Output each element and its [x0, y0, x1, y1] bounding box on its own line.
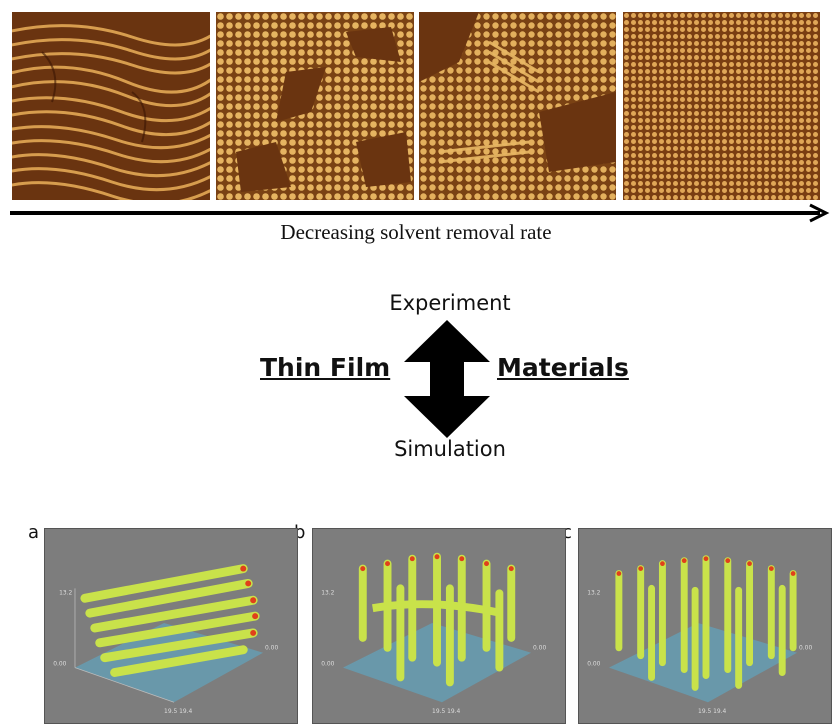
afm-image-3 — [419, 12, 616, 200]
panel-b-letter: b — [294, 522, 306, 543]
simulation-panel-a: 13.2 0.00 0.00 19.5 19.4 — [44, 528, 298, 724]
panel-a-origin-tick: 0.00 — [53, 661, 66, 668]
panel-c-x-tick: 19.5 19.4 — [698, 708, 726, 715]
simulation-panel-b: 13.2 0.00 0.00 19.5 19.4 — [312, 528, 566, 724]
panel-b-y-tick: 0.00 — [533, 645, 546, 652]
panel-c-y-tick: 0.00 — [799, 645, 812, 652]
experiment-label: Experiment — [389, 291, 511, 315]
materials-label: Materials — [497, 353, 629, 382]
panel-b-origin-tick: 0.00 — [321, 661, 334, 668]
simulation-panel-c: 13.2 0.00 0.00 19.5 19.4 — [578, 528, 832, 724]
panel-c-origin-tick: 0.00 — [587, 661, 600, 668]
panel-c-z-tick: 13.2 — [587, 589, 600, 596]
panel-a-letter: a — [28, 522, 40, 543]
afm-image-2 — [216, 12, 414, 200]
panel-a-z-tick: 13.2 — [59, 589, 72, 596]
panel-b-x-tick: 19.5 19.4 — [432, 708, 460, 715]
rate-arrow — [10, 203, 830, 223]
panel-a-y-tick: 0.00 — [265, 645, 278, 652]
thin-film-label: Thin Film — [260, 353, 391, 382]
panel-b-z-tick: 13.2 — [321, 589, 334, 596]
panel-a-x-tick: 19.5 19.4 — [164, 708, 192, 715]
rate-caption: Decreasing solvent removal rate — [280, 220, 552, 244]
afm-image-1 — [12, 12, 210, 200]
simulation-label: Simulation — [394, 437, 506, 461]
double-arrow-icon — [404, 320, 490, 438]
afm-image-4 — [623, 12, 820, 200]
panel-c-letter: c — [562, 522, 572, 543]
